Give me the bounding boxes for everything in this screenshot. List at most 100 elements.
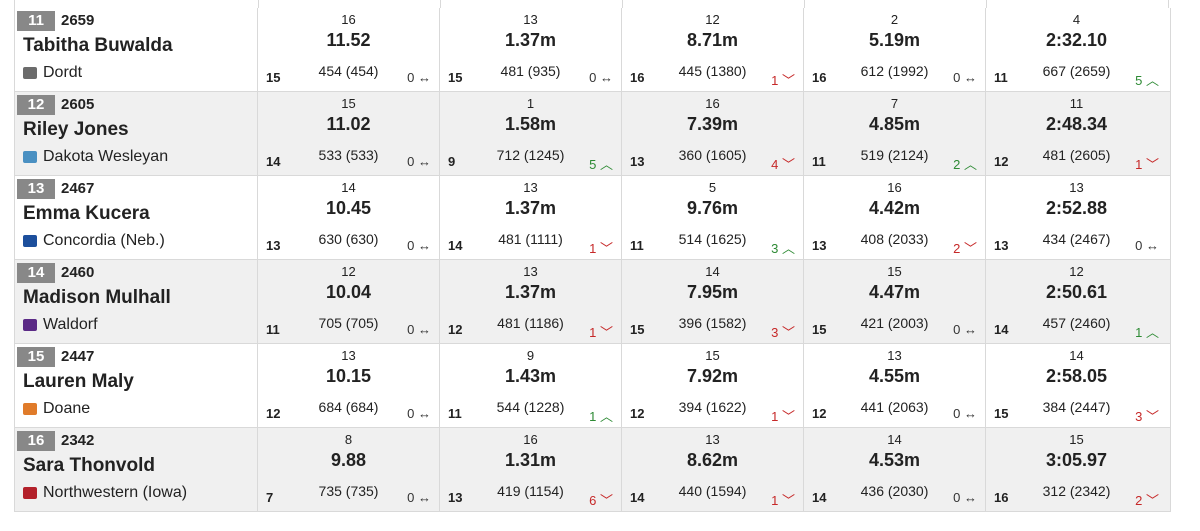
athlete-name[interactable]: Tabitha Buwalda <box>23 35 173 56</box>
table-row: 11 2659 Tabitha Buwalda Dordt 16 11.52 454 (45… <box>15 8 1170 92</box>
event-place: 7 <box>890 96 899 111</box>
rank-change: 1 ︿ <box>1135 325 1159 340</box>
rank-change: 0 ↔ <box>953 322 977 337</box>
event-points: 612 (1992) <box>860 63 929 79</box>
rank-change: 0 ↔ <box>407 406 431 421</box>
school[interactable]: Doane <box>23 400 90 418</box>
event-place: 12 <box>1069 264 1084 279</box>
event-cell: 12 10.04 705 (705) 11 0 ↔ <box>258 260 440 343</box>
event-mark: 9.76m <box>686 198 739 218</box>
table-top-edge <box>14 0 1169 8</box>
event-place: 16 <box>523 432 538 447</box>
event-cell: 16 11.52 454 (454) 15 0 ↔ <box>258 8 440 91</box>
rank-change: 2 ︿ <box>953 157 977 172</box>
event-mark: 1.37m <box>504 30 557 50</box>
rank-change: 1 ﹀ <box>771 73 795 88</box>
overall-rank-badge: 15 <box>17 347 55 367</box>
event-points: 312 (2342) <box>1042 483 1111 499</box>
event-points: 360 (1605) <box>678 147 747 163</box>
event-mark: 7.95m <box>686 282 739 302</box>
event-cell: 15 7.92m 394 (1622) 12 1 ﹀ <box>622 344 804 427</box>
athlete-name[interactable]: Lauren Maly <box>23 371 134 392</box>
rank-change: 4 ﹀ <box>771 157 795 172</box>
event-mark: 11.02 <box>326 114 371 134</box>
standings-table: 11 2659 Tabitha Buwalda Dordt 16 11.52 454 (45… <box>14 8 1171 512</box>
school-name: Concordia (Neb.) <box>43 232 165 249</box>
school-name: Northwestern (Iowa) <box>43 484 188 501</box>
event-mark: 1.31m <box>504 450 557 470</box>
running-rank: 15 <box>630 322 645 337</box>
event-cell: 14 10.45 630 (630) 13 0 ↔ <box>258 176 440 259</box>
running-rank: 14 <box>266 154 281 169</box>
concordia-logo-icon <box>23 235 37 247</box>
dordt-logo-icon <box>23 67 37 79</box>
event-place: 13 <box>341 348 356 363</box>
northwestern-logo-icon <box>23 487 37 499</box>
table-row: 14 2460 Madison Mulhall Waldorf 12 10.04 705 (… <box>15 260 1170 344</box>
rank-change: 0 ↔ <box>407 490 431 505</box>
rank-change: 3 ﹀ <box>771 325 795 340</box>
event-place: 13 <box>705 432 720 447</box>
school-name: Doane <box>43 400 91 417</box>
running-rank: 11 <box>266 322 280 337</box>
event-points: 684 (684) <box>318 399 379 415</box>
event-place: 9 <box>526 348 535 363</box>
event-points: 396 (1582) <box>678 315 747 331</box>
event-points: 408 (2033) <box>860 231 929 247</box>
event-cell: 8 9.88 735 (735) 7 0 ↔ <box>258 428 440 511</box>
event-place: 14 <box>887 432 902 447</box>
event-place: 12 <box>705 12 720 27</box>
event-mark: 3:05.97 <box>1045 450 1108 470</box>
event-points: 440 (1594) <box>678 483 747 499</box>
event-cell: 14 7.95m 396 (1582) 15 3 ﹀ <box>622 260 804 343</box>
event-points: 481 (2605) <box>1042 147 1111 163</box>
running-rank: 13 <box>994 238 1009 253</box>
rank-change: 2 ﹀ <box>1135 493 1159 508</box>
event-place: 13 <box>887 348 902 363</box>
rank-change: 2 ﹀ <box>953 241 977 256</box>
running-rank: 11 <box>448 406 462 421</box>
running-rank: 12 <box>812 406 827 421</box>
event-points: 419 (1154) <box>497 483 564 499</box>
running-rank: 15 <box>448 70 463 85</box>
event-mark: 10.15 <box>325 366 372 386</box>
athlete-name[interactable]: Madison Mulhall <box>23 287 171 308</box>
event-cell: 13 2:52.88 434 (2467) 13 0 ↔ <box>986 176 1167 259</box>
school[interactable]: Northwestern (Iowa) <box>23 484 187 502</box>
running-rank: 11 <box>812 154 826 169</box>
running-rank: 16 <box>812 70 827 85</box>
overall-rank-badge: 16 <box>17 431 55 451</box>
event-mark: 5.19m <box>868 30 921 50</box>
event-cell: 11 2:48.34 481 (2605) 12 1 ﹀ <box>986 92 1167 175</box>
athlete-cell: 14 2460 Madison Mulhall Waldorf <box>15 260 258 343</box>
school[interactable]: Dakota Wesleyan <box>23 148 168 166</box>
school[interactable]: Waldorf <box>23 316 98 334</box>
athlete-name[interactable]: Emma Kucera <box>23 203 150 224</box>
athlete-name[interactable]: Riley Jones <box>23 119 129 140</box>
rank-change: 3 ︿ <box>771 241 795 256</box>
overall-rank-badge: 14 <box>17 263 55 283</box>
athlete-name[interactable]: Sara Thonvold <box>23 455 155 476</box>
dakota-wesleyan-logo-icon <box>23 151 37 163</box>
event-points: 421 (2003) <box>860 315 929 331</box>
rank-change: 0 ↔ <box>589 70 613 85</box>
event-cell: 15 4.47m 421 (2003) 15 0 ↔ <box>804 260 986 343</box>
running-rank: 14 <box>630 490 645 505</box>
event-mark: 2:32.10 <box>1045 30 1108 50</box>
event-mark: 2:52.88 <box>1045 198 1108 218</box>
event-mark: 10.45 <box>325 198 372 218</box>
event-cell: 14 2:58.05 384 (2447) 15 3 ﹀ <box>986 344 1167 427</box>
running-rank: 15 <box>994 406 1009 421</box>
school[interactable]: Concordia (Neb.) <box>23 232 165 250</box>
school-name: Waldorf <box>43 316 98 333</box>
total-points: 2342 <box>61 432 95 449</box>
rank-change: 0 ↔ <box>407 238 431 253</box>
event-mark: 2:58.05 <box>1045 366 1108 386</box>
school-name: Dordt <box>43 64 83 81</box>
event-place: 16 <box>341 12 356 27</box>
event-place: 4 <box>1072 12 1081 27</box>
school[interactable]: Dordt <box>23 64 82 82</box>
event-place: 13 <box>523 180 538 195</box>
event-points: 519 (2124) <box>860 147 929 163</box>
event-mark: 2:48.34 <box>1045 114 1108 134</box>
